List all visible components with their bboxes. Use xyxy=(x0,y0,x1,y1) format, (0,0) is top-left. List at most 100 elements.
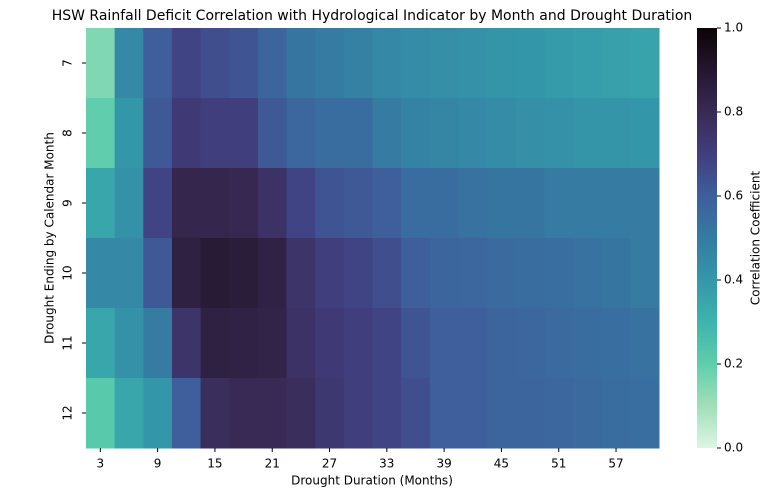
heatmap-cell xyxy=(343,238,373,309)
heatmap-cell xyxy=(86,308,116,379)
heatmap-cell xyxy=(487,238,517,309)
heatmap-cell xyxy=(458,168,488,239)
heatmap-cell xyxy=(229,378,259,449)
heatmap-cell xyxy=(229,308,259,379)
heatmap-cell xyxy=(401,308,431,379)
heatmap-cell xyxy=(372,168,402,239)
colorbar xyxy=(697,28,717,448)
heatmap-cell xyxy=(343,308,373,379)
x-tick-label: 51 xyxy=(551,457,566,471)
heatmap-cell xyxy=(286,378,316,449)
heatmap-cell xyxy=(171,308,202,379)
x-tick-label: 39 xyxy=(436,457,451,471)
heatmap-cell xyxy=(573,238,603,309)
heatmap-cell xyxy=(401,98,431,169)
heatmap-cell xyxy=(515,98,545,169)
heatmap-cell xyxy=(315,308,345,379)
y-tick-label: 10 xyxy=(61,265,75,280)
heatmap-cell xyxy=(257,168,288,239)
heatmap-cell xyxy=(601,28,631,99)
heatmap-cell xyxy=(372,98,402,169)
heatmap-cell xyxy=(114,378,144,449)
colorbar-tick-label: 1.0 xyxy=(724,21,743,35)
heatmap-cell xyxy=(372,308,402,379)
heatmap-cell xyxy=(114,28,144,99)
heatmap-cell xyxy=(286,238,316,309)
x-axis-label: Drought Duration (Months) xyxy=(291,474,453,488)
heatmap-cell xyxy=(143,28,173,99)
heatmap-cell xyxy=(573,308,603,379)
heatmap-cell xyxy=(372,378,402,449)
heatmap-cell xyxy=(573,28,603,99)
heatmap-cell xyxy=(114,238,144,309)
heatmap-cell xyxy=(487,28,517,99)
colorbar-tick-label: 0.0 xyxy=(724,441,743,455)
heatmap-cell xyxy=(544,238,574,309)
heatmap-cell xyxy=(573,168,603,239)
heatmap-cell xyxy=(114,308,144,379)
heatmap-cell xyxy=(171,28,202,99)
heatmap-cell xyxy=(515,308,545,379)
heatmap-cell xyxy=(458,308,488,379)
heatmap-cell xyxy=(401,168,431,239)
heatmap-cell xyxy=(171,378,202,449)
heatmap-cell xyxy=(515,238,545,309)
heatmap-cell xyxy=(630,168,660,239)
x-tick-label: 21 xyxy=(265,457,280,471)
heatmap-cell xyxy=(630,98,660,169)
heatmap-cell xyxy=(286,98,316,169)
chart-title: HSW Rainfall Deficit Correlation with Hy… xyxy=(52,8,693,24)
heatmap-cell xyxy=(458,238,488,309)
x-tick-label: 9 xyxy=(154,457,162,471)
heatmap-cell xyxy=(257,308,288,379)
x-tick-label: 27 xyxy=(322,457,337,471)
heatmap-cell xyxy=(515,28,545,99)
heatmap-cell xyxy=(200,28,230,99)
heatmap-cell xyxy=(544,308,574,379)
heatmap-cell xyxy=(86,238,116,309)
heatmap-cell xyxy=(573,378,603,449)
x-tick-label: 33 xyxy=(379,457,394,471)
heatmap-cell xyxy=(200,168,230,239)
x-tick-label: 45 xyxy=(494,457,509,471)
heatmap-cell xyxy=(429,308,459,379)
heatmap-cell xyxy=(458,98,488,169)
heatmap-cell xyxy=(200,308,230,379)
heatmap-cell xyxy=(429,98,459,169)
heatmap-cell xyxy=(487,308,517,379)
colorbar-tick-label: 0.4 xyxy=(724,273,743,287)
heatmap-cell xyxy=(86,28,116,99)
y-tick-label: 9 xyxy=(61,199,75,207)
heatmap-cell xyxy=(429,238,459,309)
heatmap-cell xyxy=(143,98,173,169)
heatmap-cell xyxy=(429,378,459,449)
heatmap-cell xyxy=(429,28,459,99)
heatmap-cell xyxy=(200,98,230,169)
heatmap-cell xyxy=(601,308,631,379)
y-tick-label: 8 xyxy=(61,129,75,137)
heatmap-cell xyxy=(458,28,488,99)
heatmap-cell xyxy=(515,378,545,449)
heatmap-cell xyxy=(171,238,202,309)
heatmap-cell xyxy=(630,238,660,309)
heatmap-cell xyxy=(257,238,288,309)
heatmap-cell xyxy=(515,168,545,239)
heatmap-cell xyxy=(401,378,431,449)
heatmap-cell xyxy=(286,28,316,99)
heatmap-cell xyxy=(315,168,345,239)
heatmap-cell xyxy=(315,238,345,309)
heatmap-cell xyxy=(200,238,230,309)
heatmap-cell xyxy=(343,168,373,239)
heatmap-cell xyxy=(343,98,373,169)
heatmap-cell xyxy=(171,98,202,169)
heatmap-cell xyxy=(630,28,660,99)
heatmap-cell xyxy=(229,238,259,309)
heatmap-cell xyxy=(544,98,574,169)
heatmap-cell xyxy=(343,28,373,99)
heatmap-cell xyxy=(601,168,631,239)
heatmap-cell xyxy=(372,238,402,309)
heatmap-cell xyxy=(171,168,202,239)
heatmap-cell xyxy=(315,98,345,169)
heatmap-cell xyxy=(114,168,144,239)
heatmap-cell xyxy=(229,168,259,239)
